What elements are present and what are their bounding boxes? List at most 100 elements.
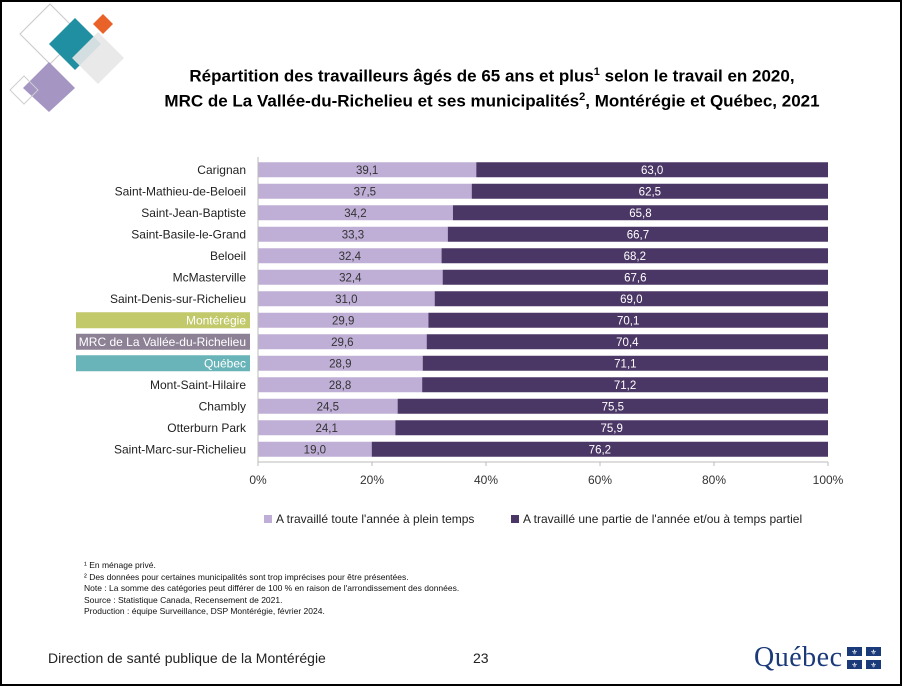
footnotes: ¹ En ménage privé. ² Des données pour ce… [84, 560, 459, 618]
legend-label-part-time: A travaillé une partie de l'année et/ou … [523, 512, 803, 526]
bar-segment [258, 269, 443, 285]
category-label: Carignan [197, 163, 246, 177]
data-label: 76,2 [589, 444, 611, 456]
svg-text:⚜: ⚜ [870, 649, 876, 657]
data-label: 67,6 [624, 272, 646, 284]
category-label: Chambly [199, 399, 246, 413]
chart-title-line1: Répartition des travailleurs âgés de 65 … [189, 66, 795, 86]
category-label: McMasterville [173, 270, 247, 284]
bar-segment [258, 355, 423, 371]
x-tick-label: 40% [474, 473, 498, 487]
svg-text:⚜: ⚜ [851, 649, 857, 657]
decorative-diamonds [9, 3, 124, 112]
bar-segment [258, 226, 448, 242]
footnote-2: ² Des données pour certaines municipalit… [84, 571, 409, 582]
footnote-1: ¹ En ménage privé. [84, 560, 156, 570]
bar-segment [258, 183, 472, 199]
bar-segment [258, 248, 442, 264]
category-label: Saint-Basile-le-Grand [131, 227, 246, 241]
data-label: 29,9 [332, 315, 354, 327]
chart-title-line2: MRC de La Vallée-du-Richelieu et ses mun… [164, 91, 820, 111]
category-highlight [76, 355, 250, 372]
x-tick-label: 60% [588, 473, 612, 487]
lavender-diamond [23, 62, 75, 112]
footer-organization: Direction de santé publique de la Montér… [48, 650, 326, 666]
bar-segment [426, 334, 828, 350]
quebec-wordmark: Québec [754, 642, 843, 673]
bar-segment [471, 183, 828, 199]
gray-small-outline-diamond [9, 75, 39, 105]
bar-segment [442, 269, 828, 285]
bar-segment [258, 162, 477, 178]
category-label: Saint-Marc-sur-Richelieu [114, 442, 246, 456]
bar-segment [258, 205, 453, 221]
bar-segment [258, 377, 423, 393]
data-label: 28,8 [329, 380, 351, 392]
bar-segment [476, 162, 828, 178]
category-label: Saint-Mathieu-de-Beloeil [115, 184, 246, 198]
legend-item-full-time: A travaillé toute l'année à plein temps [264, 512, 474, 526]
bar-segment [371, 441, 828, 457]
bar-segment [428, 312, 828, 328]
data-label: 70,1 [617, 315, 639, 327]
data-label: 39,1 [356, 165, 378, 177]
x-tick-label: 20% [360, 473, 384, 487]
x-tick-label: 0% [249, 473, 267, 487]
x-tick-label: 80% [702, 473, 726, 487]
light-gray-diamond [72, 32, 124, 84]
page-number: 23 [473, 650, 489, 666]
bar-segment [434, 291, 828, 307]
fleur-de-lis-flag-icon: ⚜ ⚜ ⚜ ⚜ [846, 647, 881, 670]
category-label: Montérégie [186, 313, 246, 327]
data-label: 71,1 [614, 358, 636, 370]
data-label: 19,0 [304, 444, 326, 456]
legend-swatch-full-time [264, 515, 272, 523]
bar-segment [422, 377, 828, 393]
data-label: 70,4 [616, 337, 639, 349]
data-label: 33,3 [342, 229, 364, 241]
bar-segment [395, 420, 828, 436]
data-label: 24,5 [317, 401, 339, 413]
data-label: 34,2 [344, 208, 366, 220]
bar-segment [447, 226, 828, 242]
data-label: 32,4 [339, 272, 362, 284]
x-tick-label: 100% [813, 473, 844, 487]
data-label: 32,4 [339, 251, 362, 263]
data-label: 29,6 [331, 337, 353, 349]
category-label: Beloeil [210, 249, 246, 263]
footnote-production: Production : équipe Surveillance, DSP Mo… [84, 606, 325, 616]
stacked-bar-chart: Carignan 39,1 63,0 Saint-Mathieu-de-Beloeil… [76, 157, 844, 487]
legend-item-part-time: A travaillé une partie de l'année et/ou … [511, 512, 802, 526]
data-label: 37,5 [354, 186, 376, 198]
bar-segment [258, 398, 398, 414]
category-label: Saint-Denis-sur-Richelieu [110, 292, 246, 306]
svg-text:⚜: ⚜ [851, 662, 857, 670]
footnote-source: Source : Statistique Canada, Recensement… [84, 594, 283, 605]
category-label: Otterburn Park [167, 421, 247, 435]
legend-label-full-time: A travaillé toute l'année à plein temps [276, 512, 475, 526]
data-label: 63,0 [641, 165, 663, 177]
orange-diamond [93, 14, 113, 34]
legend-swatch-part-time [511, 515, 519, 523]
bar-segment [258, 420, 396, 436]
data-label: 75,5 [602, 401, 624, 413]
bar-segment [258, 291, 435, 307]
data-label: 71,2 [614, 380, 636, 392]
bar-segment [452, 205, 828, 221]
data-label: 69,0 [620, 294, 642, 306]
category-label: Québec [204, 356, 246, 370]
data-label: 66,7 [627, 229, 649, 241]
bar-segment [258, 441, 372, 457]
quebec-logo: Québec ⚜ ⚜ ⚜ ⚜ [754, 642, 881, 674]
data-label: 24,1 [315, 423, 337, 435]
data-label: 75,9 [600, 423, 622, 435]
data-label: 31,0 [335, 294, 357, 306]
footnote-note: Note : La somme des catégories peut diff… [84, 583, 460, 593]
data-label: 68,2 [624, 251, 646, 263]
category-highlight [76, 333, 250, 350]
bar-segment [258, 312, 429, 328]
category-label: Mont-Saint-Hilaire [150, 378, 246, 392]
category-label: Saint-Jean-Baptiste [141, 206, 246, 220]
category-label: MRC de La Vallée-du-Richelieu [79, 335, 246, 349]
